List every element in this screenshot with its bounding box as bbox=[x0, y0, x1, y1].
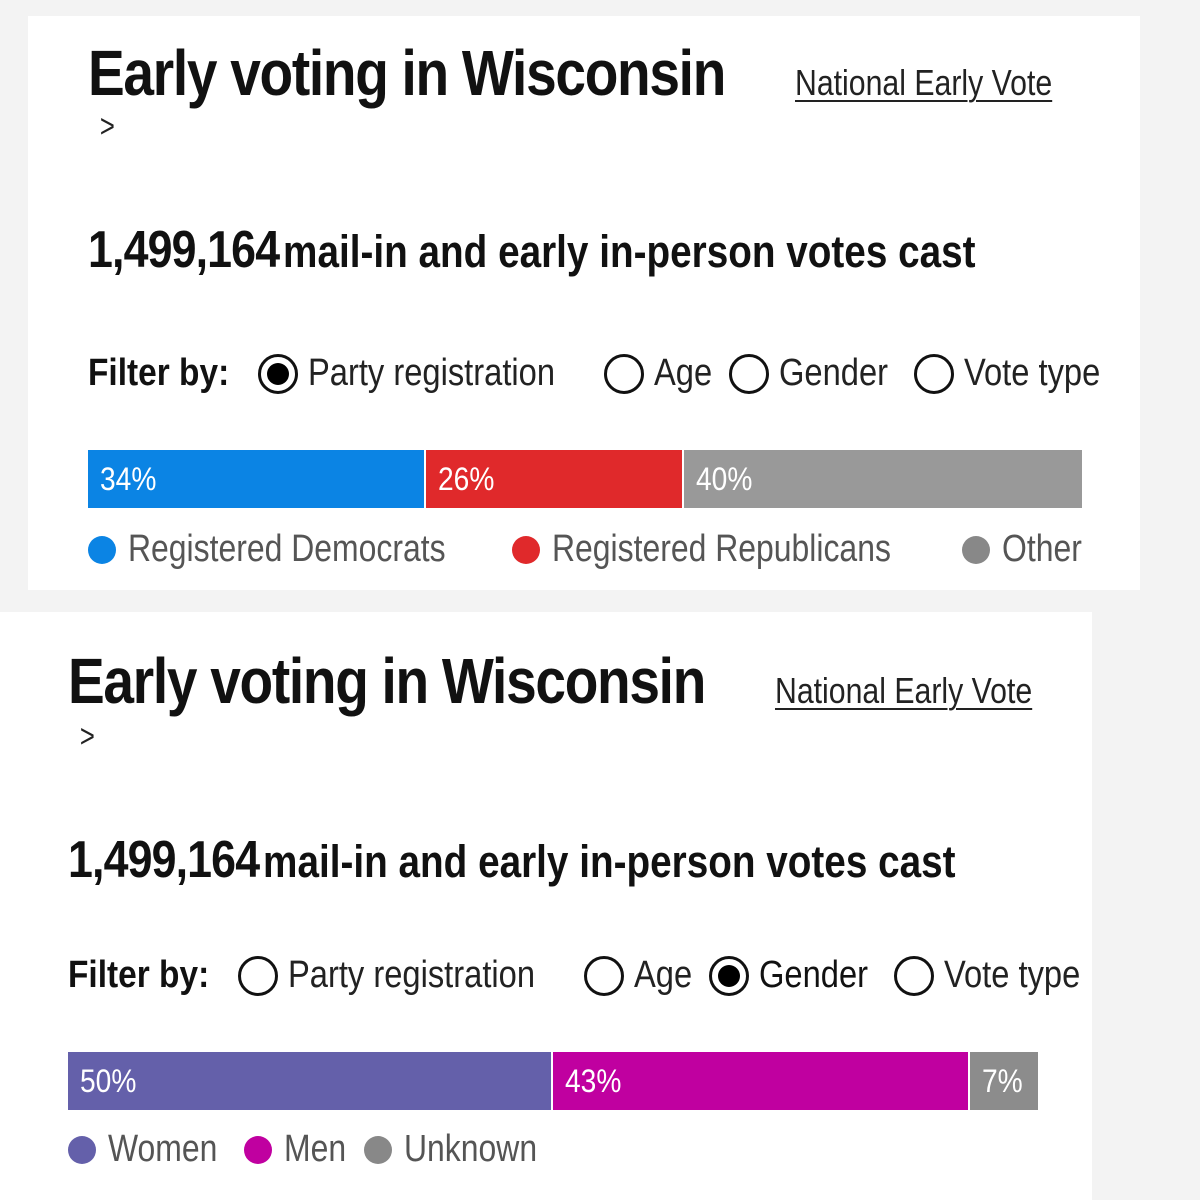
legend-label: Other bbox=[1001, 528, 1082, 570]
segment-label: 40% bbox=[696, 460, 753, 497]
legend-item-unknown: Unknown bbox=[364, 1128, 537, 1171]
legend-dot bbox=[512, 535, 541, 564]
segment-label: 50% bbox=[80, 1062, 137, 1099]
legend: Registered Democrats Registered Republic… bbox=[88, 528, 1103, 571]
legend-item-other: Other bbox=[961, 528, 1081, 571]
legend-dot bbox=[364, 1135, 393, 1164]
filter-label: Filter by: bbox=[68, 954, 210, 996]
segment-label: 26% bbox=[437, 460, 495, 497]
bar-segment-men: 43% bbox=[553, 1052, 971, 1110]
filter-gender[interactable]: Gender bbox=[729, 352, 892, 395]
votes-description: mail-in and early in-person votes cast bbox=[263, 836, 956, 887]
filter-row: Filter by: Party registration Age Gender… bbox=[68, 954, 1111, 997]
filter-vote-type[interactable]: Vote type bbox=[914, 352, 1108, 395]
radio-button[interactable] bbox=[914, 353, 955, 394]
radio-button[interactable] bbox=[709, 955, 750, 996]
filter-option-label: Age bbox=[653, 352, 712, 394]
legend-dot bbox=[244, 1135, 273, 1164]
legend-label: Women bbox=[108, 1128, 218, 1170]
legend: Women Men Unknown bbox=[68, 1128, 569, 1171]
radio-button[interactable] bbox=[583, 955, 624, 996]
filter-option-label: Party registration bbox=[308, 352, 556, 394]
chevron-right-icon[interactable]: > bbox=[79, 718, 95, 754]
legend-label: Men bbox=[284, 1128, 347, 1170]
filter-option-label: Party registration bbox=[288, 954, 536, 996]
legend-item-democrats: Registered Democrats bbox=[88, 528, 476, 571]
legend-item-women: Women bbox=[68, 1128, 217, 1171]
stacked-bar: 50% 43% 7% bbox=[68, 1052, 1038, 1110]
title-row: Early voting in Wisconsin National Early… bbox=[68, 644, 1081, 718]
radio-button[interactable] bbox=[258, 353, 299, 394]
filter-vote-type[interactable]: Vote type bbox=[894, 954, 1088, 997]
chevron-right-icon[interactable]: > bbox=[99, 108, 115, 144]
radio-button[interactable] bbox=[603, 353, 644, 394]
bar-segment-other: 40% bbox=[684, 450, 1082, 508]
filter-option-label: Gender bbox=[759, 954, 869, 996]
national-early-vote-link[interactable]: National Early Vote bbox=[774, 670, 1032, 711]
bar-segment-women: 50% bbox=[68, 1052, 553, 1110]
legend-label: Registered Republicans bbox=[552, 528, 891, 570]
votes-cast-summary: 1,499,164 mail-in and early in-person vo… bbox=[68, 830, 956, 890]
legend-label: Registered Democrats bbox=[128, 528, 446, 570]
filter-gender[interactable]: Gender bbox=[709, 954, 872, 997]
legend-item-republicans: Registered Republicans bbox=[512, 528, 925, 571]
bar-segment-republicans: 26% bbox=[425, 450, 685, 508]
segment-label: 43% bbox=[565, 1062, 622, 1099]
early-voting-panel-party: Early voting in Wisconsin National Early… bbox=[28, 16, 1140, 590]
filter-label: Filter by: bbox=[88, 352, 230, 394]
national-early-vote-link[interactable]: National Early Vote bbox=[794, 62, 1052, 103]
filter-party-registration[interactable]: Party registration bbox=[258, 352, 581, 395]
legend-dot bbox=[68, 1135, 96, 1164]
radio-button[interactable] bbox=[894, 955, 935, 996]
legend-label: Unknown bbox=[404, 1128, 538, 1170]
filter-age[interactable]: Age bbox=[603, 352, 712, 395]
legend-item-men: Men bbox=[244, 1128, 346, 1171]
segment-label: 7% bbox=[982, 1062, 1023, 1099]
page-title: Early voting in Wisconsin bbox=[88, 37, 726, 109]
votes-cast-summary: 1,499,164 mail-in and early in-person vo… bbox=[88, 220, 976, 280]
filter-option-label: Gender bbox=[779, 352, 889, 394]
radio-button[interactable] bbox=[729, 353, 770, 394]
votes-description: mail-in and early in-person votes cast bbox=[283, 226, 976, 277]
filter-age[interactable]: Age bbox=[583, 954, 692, 997]
page-title: Early voting in Wisconsin bbox=[68, 645, 706, 717]
segment-label: 34% bbox=[100, 460, 157, 497]
legend-dot bbox=[961, 535, 990, 564]
filter-row: Filter by: Party registration Age Gender… bbox=[88, 352, 1131, 395]
filter-option-label: Age bbox=[633, 954, 692, 996]
votes-count: 1,499,164 bbox=[88, 221, 280, 279]
filter-party-registration[interactable]: Party registration bbox=[238, 954, 561, 997]
bar-segment-democrats: 34% bbox=[88, 450, 426, 508]
title-row: Early voting in Wisconsin National Early… bbox=[88, 36, 1101, 110]
filter-option-label: Vote type bbox=[944, 954, 1081, 996]
bar-segment-unknown: 7% bbox=[970, 1052, 1038, 1110]
legend-dot bbox=[88, 535, 116, 564]
filter-option-label: Vote type bbox=[964, 352, 1101, 394]
stacked-bar: 34% 26% 40% bbox=[88, 450, 1082, 508]
early-voting-panel-gender: Early voting in Wisconsin National Early… bbox=[0, 612, 1092, 1200]
votes-count: 1,499,164 bbox=[68, 831, 260, 889]
radio-button[interactable] bbox=[238, 955, 279, 996]
